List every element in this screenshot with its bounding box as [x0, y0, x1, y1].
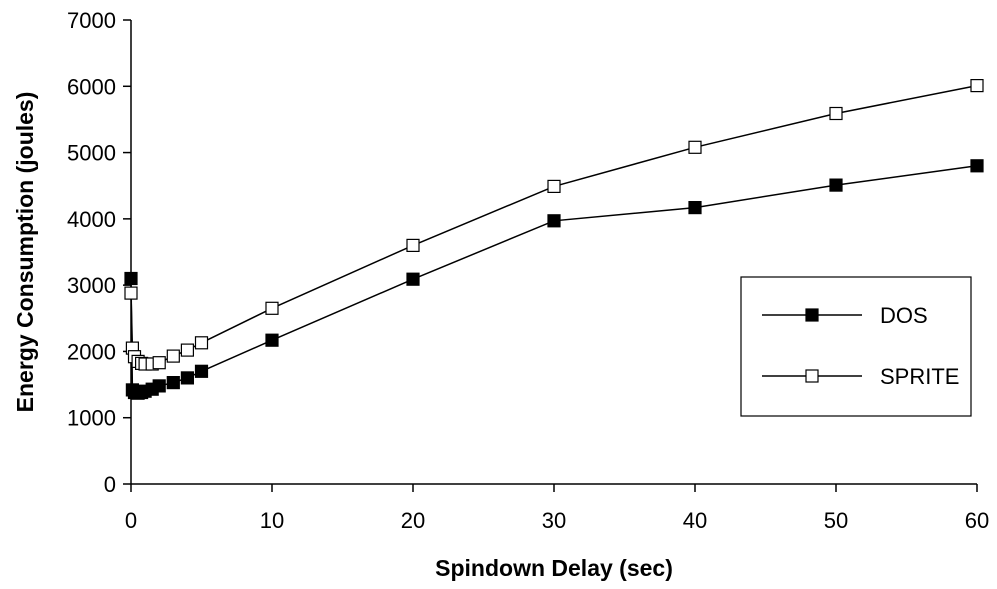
data-point-dos [406, 272, 420, 286]
series-sprite [124, 78, 984, 371]
data-point-sprite [688, 140, 702, 154]
x-tick-label: 10 [260, 508, 284, 533]
series-dos [124, 159, 984, 400]
x-tick-label: 40 [683, 508, 707, 533]
x-tick-label: 60 [965, 508, 989, 533]
legend-label-dos: DOS [880, 303, 928, 328]
data-point-sprite [124, 286, 138, 300]
series-layer [124, 78, 984, 400]
y-tick-label: 2000 [67, 339, 116, 364]
data-point-sprite [166, 349, 180, 363]
legend-marker-dos [805, 308, 819, 322]
data-point-dos [152, 379, 166, 393]
legend: DOS SPRITE [740, 276, 972, 417]
data-point-sprite [265, 301, 279, 315]
y-tick-label: 5000 [67, 141, 116, 166]
x-tick-label: 50 [824, 508, 848, 533]
legend-marker-sprite [805, 369, 819, 383]
legend-label-sprite: SPRITE [880, 364, 959, 389]
data-point-sprite [970, 78, 984, 93]
data-point-dos [265, 333, 279, 347]
data-point-sprite [406, 238, 420, 252]
legend-box [740, 276, 972, 417]
data-point-dos [970, 159, 984, 173]
data-point-dos [547, 214, 561, 228]
data-point-dos [124, 271, 138, 286]
x-tick-label: 20 [401, 508, 425, 533]
data-point-sprite [829, 106, 843, 121]
x-tick-label: 30 [542, 508, 566, 533]
data-point-dos [829, 178, 843, 192]
x-axis-title: Spindown Delay (sec) [435, 555, 673, 581]
data-point-sprite [547, 179, 561, 193]
y-tick-label: 6000 [67, 74, 116, 99]
y-tick-label: 7000 [67, 8, 116, 33]
y-tick-label: 0 [104, 472, 116, 497]
data-point-dos [688, 201, 702, 215]
y-tick-label: 1000 [67, 406, 116, 431]
axes: 0 1000 2000 3000 4000 5000 6000 7000 0 10 20 30 40 50… [67, 8, 989, 533]
x-tick-label: 0 [125, 508, 137, 533]
data-point-dos [180, 371, 194, 385]
y-axis-title: Energy Consumption (joules) [12, 92, 38, 413]
y-tick-label: 3000 [67, 273, 116, 298]
data-point-dos [166, 376, 180, 390]
data-point-dos [194, 364, 209, 378]
data-point-sprite [180, 343, 194, 357]
data-point-sprite [152, 356, 166, 370]
y-tick-label: 4000 [67, 207, 116, 232]
data-point-sprite [194, 336, 209, 350]
